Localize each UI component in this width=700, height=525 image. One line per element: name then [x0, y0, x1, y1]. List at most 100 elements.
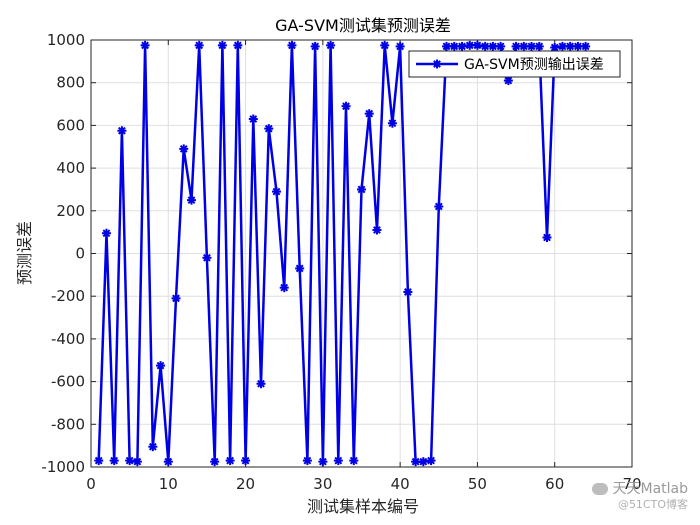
- data-point: [426, 456, 436, 466]
- data-point: [318, 457, 328, 467]
- data-point: [241, 456, 251, 466]
- data-point: [287, 40, 297, 50]
- marker-stroke: [295, 264, 304, 273]
- marker-stroke: [458, 42, 466, 51]
- data-point: [132, 457, 142, 467]
- wechat-icon: [592, 483, 609, 495]
- plot-area: [94, 40, 591, 467]
- marker-stroke: [311, 42, 320, 51]
- marker-stroke: [288, 41, 296, 50]
- x-tick-label: 20: [236, 475, 255, 493]
- data-point: [217, 40, 227, 50]
- data-point: [395, 41, 405, 51]
- marker-stroke: [396, 42, 405, 51]
- data-point: [279, 283, 289, 293]
- marker-stroke: [434, 202, 443, 211]
- data-point: [372, 225, 382, 235]
- marker-stroke: [427, 456, 435, 465]
- marker-stroke: [94, 456, 103, 465]
- marker-stroke: [195, 41, 204, 50]
- marker-stroke: [581, 42, 590, 51]
- marker-stroke: [141, 41, 149, 50]
- watermark: 天天Matlab @51CTO博客: [592, 481, 688, 513]
- marker-stroke: [257, 379, 265, 388]
- marker-stroke: [187, 196, 196, 205]
- watermark-sub: @51CTO博客: [617, 498, 688, 511]
- x-ticks: 0 10 20 30 40 50 60 70: [86, 40, 642, 493]
- data-point: [233, 40, 243, 50]
- data-point: [511, 41, 521, 51]
- y-tick-label: -1000: [41, 458, 85, 476]
- data-point: [550, 42, 560, 52]
- marker-stroke: [272, 187, 281, 196]
- marker-stroke: [218, 41, 227, 50]
- watermark-main: 天天Matlab: [612, 481, 688, 497]
- data-point: [94, 456, 104, 466]
- marker-stroke: [419, 457, 428, 466]
- data-point: [449, 41, 459, 51]
- x-tick-label: 70: [622, 475, 641, 493]
- marker-stroke: [172, 294, 180, 303]
- data-point: [140, 40, 150, 50]
- data-point: [295, 263, 305, 273]
- marker-stroke: [365, 109, 374, 118]
- x-axis-label: 测试集样本编号: [307, 497, 419, 516]
- marker-stroke: [156, 361, 165, 370]
- y-tick-label: 200: [56, 202, 85, 220]
- data-point: [326, 40, 336, 50]
- x-tick-label: 30: [313, 475, 332, 493]
- marker-stroke: [125, 456, 134, 465]
- data-point: [125, 456, 135, 466]
- chart-title: GA-SVM测试集预测误差: [275, 16, 451, 35]
- marker-stroke: [566, 42, 575, 51]
- marker-stroke: [210, 457, 219, 466]
- marker-stroke: [558, 42, 567, 51]
- marker-stroke: [450, 42, 459, 51]
- marker-stroke: [264, 124, 273, 133]
- y-tick-label: 800: [56, 74, 85, 92]
- marker-stroke: [481, 42, 490, 51]
- marker-stroke: [388, 119, 397, 128]
- data-point: [527, 41, 537, 51]
- data-point: [565, 41, 575, 51]
- marker-stroke: [574, 42, 582, 51]
- marker-stroke: [380, 41, 389, 50]
- x-tick-label: 60: [545, 475, 564, 493]
- data-point: [310, 41, 320, 51]
- data-point: [225, 456, 235, 466]
- data-point: [101, 228, 111, 238]
- data-point: [117, 126, 127, 136]
- data-point: [148, 442, 158, 452]
- marker-stroke: [241, 456, 250, 465]
- data-point: [488, 41, 498, 51]
- data-point: [573, 41, 583, 51]
- data-point: [186, 195, 196, 205]
- data-point: [542, 232, 552, 242]
- marker-stroke: [535, 42, 544, 51]
- marker-stroke: [473, 41, 482, 50]
- data-point: [472, 40, 482, 50]
- marker-stroke: [102, 229, 111, 238]
- marker-stroke: [303, 456, 312, 465]
- x-tick-label: 40: [391, 475, 410, 493]
- marker-stroke: [318, 457, 327, 466]
- marker-stroke: [110, 456, 119, 465]
- marker-stroke: [226, 456, 235, 465]
- data-point: [434, 202, 444, 212]
- marker-stroke: [550, 43, 559, 52]
- marker-stroke: [280, 283, 289, 292]
- marker-stroke: [334, 456, 343, 465]
- y-axis-label: 预测误差: [15, 221, 34, 285]
- marker-stroke: [249, 115, 258, 123]
- data-point: [256, 379, 266, 389]
- data-point: [271, 187, 281, 197]
- marker-stroke: [373, 226, 381, 234]
- data-point: [534, 41, 544, 51]
- data-point: [581, 41, 591, 51]
- data-point: [380, 40, 390, 50]
- marker-stroke: [527, 42, 536, 51]
- data-point: [480, 41, 490, 51]
- x-tick-label: 50: [468, 475, 487, 493]
